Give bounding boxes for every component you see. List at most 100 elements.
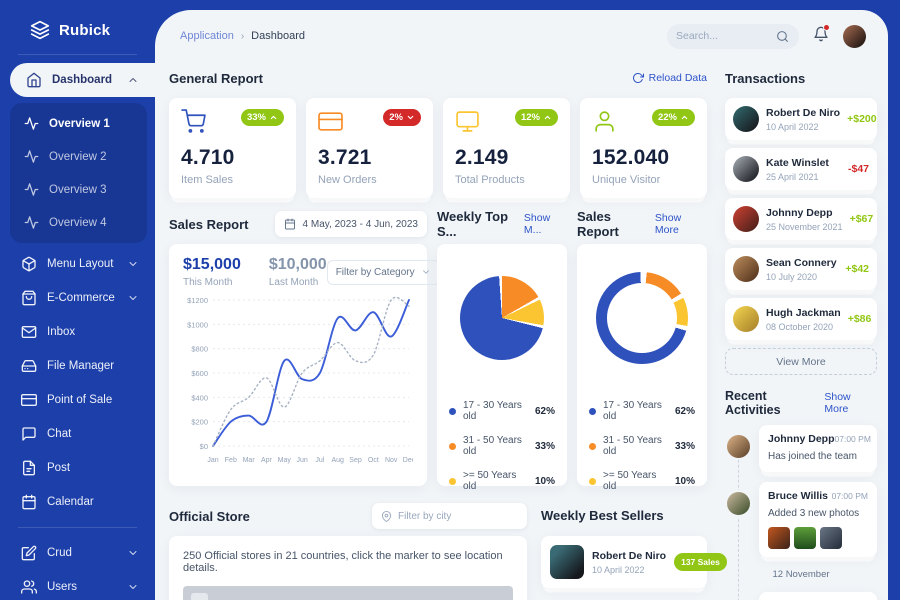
monitor-icon [455, 109, 480, 134]
sales-count-badge[interactable]: 137 Sales [674, 553, 727, 571]
date-range-picker[interactable]: 4 May, 2023 - 4 Jun, 2023 [274, 211, 427, 237]
stat-card-total-products[interactable]: 12% 2.149 Total Products [443, 98, 570, 198]
svg-text:$600: $600 [191, 369, 208, 378]
trend-badge[interactable]: 12% [514, 109, 558, 126]
search-input[interactable] [676, 30, 776, 42]
transaction-row[interactable]: Johnny Depp 25 November 2021 +$67 [725, 198, 877, 240]
show-more-link[interactable]: Show M... [523, 212, 551, 236]
transaction-row[interactable]: Kate Winslet 25 April 2021 -$47 [725, 148, 877, 190]
svg-text:$400: $400 [191, 393, 208, 402]
notifications-button[interactable] [813, 23, 830, 47]
svg-text:Dec: Dec [403, 457, 413, 464]
seller-avatar [550, 545, 584, 579]
trend-badge[interactable]: 2% [383, 109, 421, 126]
sidebar-item-overview-4[interactable]: Overview 4 [10, 206, 147, 239]
layers-icon [30, 20, 50, 40]
stat-card-new-orders[interactable]: 2% 3.721 New Orders [306, 98, 433, 198]
avatar [733, 206, 759, 232]
avatar [733, 256, 759, 282]
photo-thumbnail[interactable] [820, 527, 842, 549]
legend-item: 31 - 50 Years old 33% [589, 435, 695, 457]
general-report-header: General Report Reload Data [169, 58, 707, 98]
sidebar-item-post[interactable]: Post [0, 451, 155, 485]
activities-timeline: Johnny Depp 07:00 PM Has joined the team… [725, 425, 877, 600]
stat-card-item-sales[interactable]: 33% 4.710 Item Sales [169, 98, 296, 198]
map-zoom-control[interactable] [191, 593, 208, 600]
breadcrumb-application[interactable]: Application [180, 30, 234, 42]
svg-text:Mar: Mar [243, 457, 256, 464]
sidebar-item-overview-3[interactable]: Overview 3 [10, 173, 147, 206]
sidebar-item-label: Chat [47, 428, 72, 440]
legend-dot [449, 407, 456, 415]
donut-hole [607, 283, 677, 353]
sidebar-item-label: E-Commerce [47, 292, 115, 304]
activity-card[interactable]: Al Pacino 07:00 PM Has changed Nike Tanj… [759, 592, 877, 600]
content-panel: Application › Dashboard General Report [155, 10, 888, 600]
activity-card[interactable]: Bruce Willis 07:00 PM Added 3 new photos [759, 481, 877, 557]
filter-by-city-input[interactable] [372, 503, 527, 529]
chevron-down-icon [421, 267, 431, 277]
activity-card[interactable]: Johnny Depp 07:00 PM Has joined the team [759, 425, 877, 472]
chevron-down-icon [406, 113, 415, 122]
photo-thumbnail[interactable] [794, 527, 816, 549]
svg-text:Apr: Apr [261, 457, 273, 464]
activity-name: Johnny Depp [768, 433, 835, 445]
sidebar-item-overview-2[interactable]: Overview 2 [10, 140, 147, 173]
svg-text:Aug: Aug [331, 457, 344, 464]
sidebar-item-file-manager[interactable]: File Manager [0, 349, 155, 383]
transaction-name: Robert De Niro [766, 106, 841, 119]
sidebar-item-dashboard[interactable]: Dashboard [10, 63, 155, 97]
box-icon [21, 256, 37, 272]
stat-label: Item Sales [181, 174, 233, 186]
city-filter-field[interactable] [398, 510, 508, 522]
sidebar-divider [18, 527, 137, 528]
activity-time: 07:00 PM [834, 434, 871, 444]
photo-thumbnail[interactable] [768, 527, 790, 549]
calendar-icon [21, 494, 37, 510]
sidebar-item-chat[interactable]: Chat [0, 417, 155, 451]
sidebar-item-menu-layout[interactable]: Menu Layout [0, 247, 155, 281]
sidebar-item-crud[interactable]: Crud [0, 536, 155, 570]
sidebar-item-point-of-sale[interactable]: Point of Sale [0, 383, 155, 417]
trend-badge[interactable]: 33% [240, 109, 284, 126]
activity-icon [24, 182, 39, 197]
transaction-row[interactable]: Sean Connery 10 July 2020 +$42 [725, 248, 877, 290]
show-more-link[interactable]: Show More [824, 391, 851, 415]
legend-dot [449, 442, 456, 450]
stat-value: 152.040 [592, 146, 670, 169]
section-title: Official Store [169, 508, 250, 524]
chevron-down-icon [127, 547, 139, 559]
legend-dot [449, 477, 456, 485]
sales-report-header: Sales Report 4 May, 2023 - 4 Jun, 2023 [169, 211, 427, 237]
app-logo[interactable]: Rubick [0, 10, 155, 52]
trend-badge[interactable]: 22% [651, 109, 695, 126]
sidebar-item-overview-1[interactable]: Overview 1 [10, 107, 147, 140]
store-map[interactable] [183, 586, 513, 600]
sidebar-item-inbox[interactable]: Inbox [0, 315, 155, 349]
transaction-row[interactable]: Robert De Niro 10 April 2022 +$200 [725, 98, 877, 140]
sidebar-item-ecommerce[interactable]: E-Commerce [0, 281, 155, 315]
best-seller-item[interactable]: Robert De Niro 10 April 2022 137 Sales [541, 536, 727, 588]
transaction-name: Johnny Depp [766, 206, 833, 219]
stat-label: Total Products [455, 174, 525, 186]
legend-item: 17 - 30 Years old 62% [589, 400, 695, 422]
chevron-down-icon [127, 581, 139, 593]
activity-icon [24, 149, 39, 164]
stat-card-unique-visitor[interactable]: 22% 152.040 Unique Visitor [580, 98, 707, 198]
reload-data-button[interactable]: Reload Data [632, 72, 707, 84]
transaction-row[interactable]: Hugh Jackman 08 October 2020 +$86 [725, 298, 877, 340]
transaction-date: 08 October 2020 [766, 321, 834, 332]
search-box[interactable] [667, 23, 799, 49]
filter-by-category-select[interactable]: Filter by Category [326, 259, 440, 285]
avatar [733, 306, 759, 332]
sidebar-item-label: Calendar [47, 496, 94, 508]
show-more-link[interactable]: Show More [654, 212, 682, 236]
view-more-button[interactable]: View More [725, 348, 877, 375]
user-avatar[interactable] [843, 24, 866, 48]
sidebar-item-label: Point of Sale [47, 394, 113, 406]
sidebar-item-calendar[interactable]: Calendar [0, 485, 155, 519]
breadcrumb: Application › Dashboard [180, 30, 305, 42]
svg-text:Feb: Feb [225, 457, 237, 464]
sidebar-item-users[interactable]: Users [0, 570, 155, 600]
last-month-value: $10,000 [268, 256, 327, 273]
